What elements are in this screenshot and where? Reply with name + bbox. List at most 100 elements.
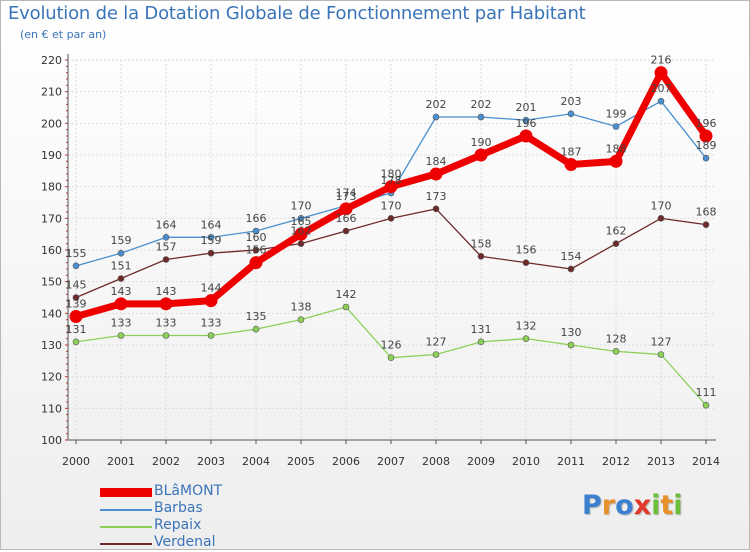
data-point [297, 316, 305, 323]
data-label: 133 [201, 317, 222, 330]
data-label: 143 [156, 285, 177, 298]
data-point [612, 123, 620, 130]
logo-letter: i [651, 490, 661, 521]
data-label: 144 [201, 282, 222, 295]
data-label: 173 [336, 190, 357, 203]
legend-swatch [100, 488, 152, 497]
x-tick-label: 2011 [557, 455, 585, 468]
data-label: 111 [696, 386, 717, 399]
data-label: 170 [651, 199, 672, 212]
x-tick-label: 2007 [377, 455, 405, 468]
data-point [567, 341, 575, 349]
data-point [252, 227, 260, 235]
data-point [207, 234, 215, 241]
data-label: 196 [696, 117, 717, 130]
legend-label: Verdenal [154, 534, 216, 550]
data-point [162, 332, 170, 339]
data-point [477, 113, 485, 121]
data-point [522, 116, 530, 124]
data-label: 173 [426, 190, 447, 203]
data-label: 143 [111, 285, 132, 298]
data-label: 145 [66, 279, 87, 292]
logo-letter: r [601, 490, 616, 521]
data-point [702, 401, 710, 409]
data-point [204, 294, 218, 308]
line-chart: 100 110 120 130 140 150 160 170 180 190 200 210 220 2… [41, 54, 720, 468]
data-label: 126 [381, 339, 402, 352]
data-label: 127 [426, 336, 447, 349]
data-label: 162 [291, 225, 312, 238]
data-point [702, 221, 710, 228]
data-point [567, 265, 575, 273]
data-label: 158 [471, 237, 492, 250]
data-point [432, 113, 440, 121]
data-point [294, 227, 308, 241]
y-tick-label: 180 [41, 181, 62, 194]
data-point [117, 332, 125, 339]
y-tick-label: 120 [41, 371, 62, 384]
y-tick-label: 210 [41, 86, 62, 99]
data-label: 165 [291, 215, 312, 228]
data-label: 202 [471, 98, 492, 111]
data-point [249, 256, 263, 270]
data-label: 162 [606, 225, 627, 238]
data-point [609, 154, 623, 168]
data-point [159, 297, 173, 311]
data-point [72, 338, 80, 346]
y-tick-label: 100 [41, 434, 62, 447]
x-tick-label: 2001 [107, 455, 135, 468]
y-tick-label: 220 [41, 54, 62, 67]
data-point [297, 240, 305, 247]
data-label: 174 [336, 187, 357, 200]
data-point [432, 205, 440, 213]
x-tick-label: 2010 [512, 455, 540, 468]
data-label: 199 [606, 108, 627, 121]
x-tick-label: 2013 [647, 455, 675, 468]
y-tick-label: 170 [41, 212, 62, 225]
data-label: 133 [156, 317, 177, 330]
logo-letter: i [673, 490, 683, 521]
data-label: 180 [381, 168, 402, 181]
legend-swatch [100, 509, 152, 511]
proxiti-logo: Proxiti [582, 490, 683, 521]
data-point [612, 240, 620, 247]
data-point [207, 332, 215, 339]
legend-label: BLâMONT [154, 483, 223, 499]
x-tick-label: 2003 [197, 455, 225, 468]
data-label: 131 [66, 323, 87, 336]
x-tick-label: 2002 [152, 455, 180, 468]
y-tick-label: 140 [41, 307, 62, 320]
data-point [702, 154, 710, 162]
data-point [207, 249, 215, 257]
data-point [69, 310, 83, 323]
data-label: 142 [336, 288, 357, 301]
data-label: 139 [66, 298, 87, 311]
data-label: 166 [246, 212, 267, 225]
data-label: 127 [651, 336, 672, 349]
data-point [342, 303, 350, 311]
data-label: 156 [516, 244, 537, 257]
data-point [699, 129, 713, 143]
data-label: 133 [111, 317, 132, 330]
legend-label: Barbas [154, 500, 203, 516]
data-point [114, 297, 128, 311]
logo-letter: t [660, 490, 674, 521]
data-point [339, 202, 353, 216]
data-point [657, 215, 665, 222]
data-label: 155 [66, 247, 87, 260]
data-label: 187 [561, 146, 582, 159]
logo-letter: P [582, 490, 602, 521]
axes: 100 110 120 130 140 150 160 170 180 190 200 210 220 2… [41, 54, 720, 468]
data-label: 135 [246, 310, 267, 323]
data-label: 190 [471, 136, 492, 149]
data-label: 164 [201, 218, 222, 231]
data-label: 138 [291, 301, 312, 314]
legend-swatch [100, 543, 152, 545]
data-point [252, 325, 260, 333]
data-point [342, 227, 350, 235]
data-label: 154 [561, 250, 582, 263]
data-label: 178 [381, 174, 402, 187]
data-label: 189 [696, 139, 717, 152]
data-label: 159 [111, 234, 132, 247]
data-point [297, 215, 305, 222]
